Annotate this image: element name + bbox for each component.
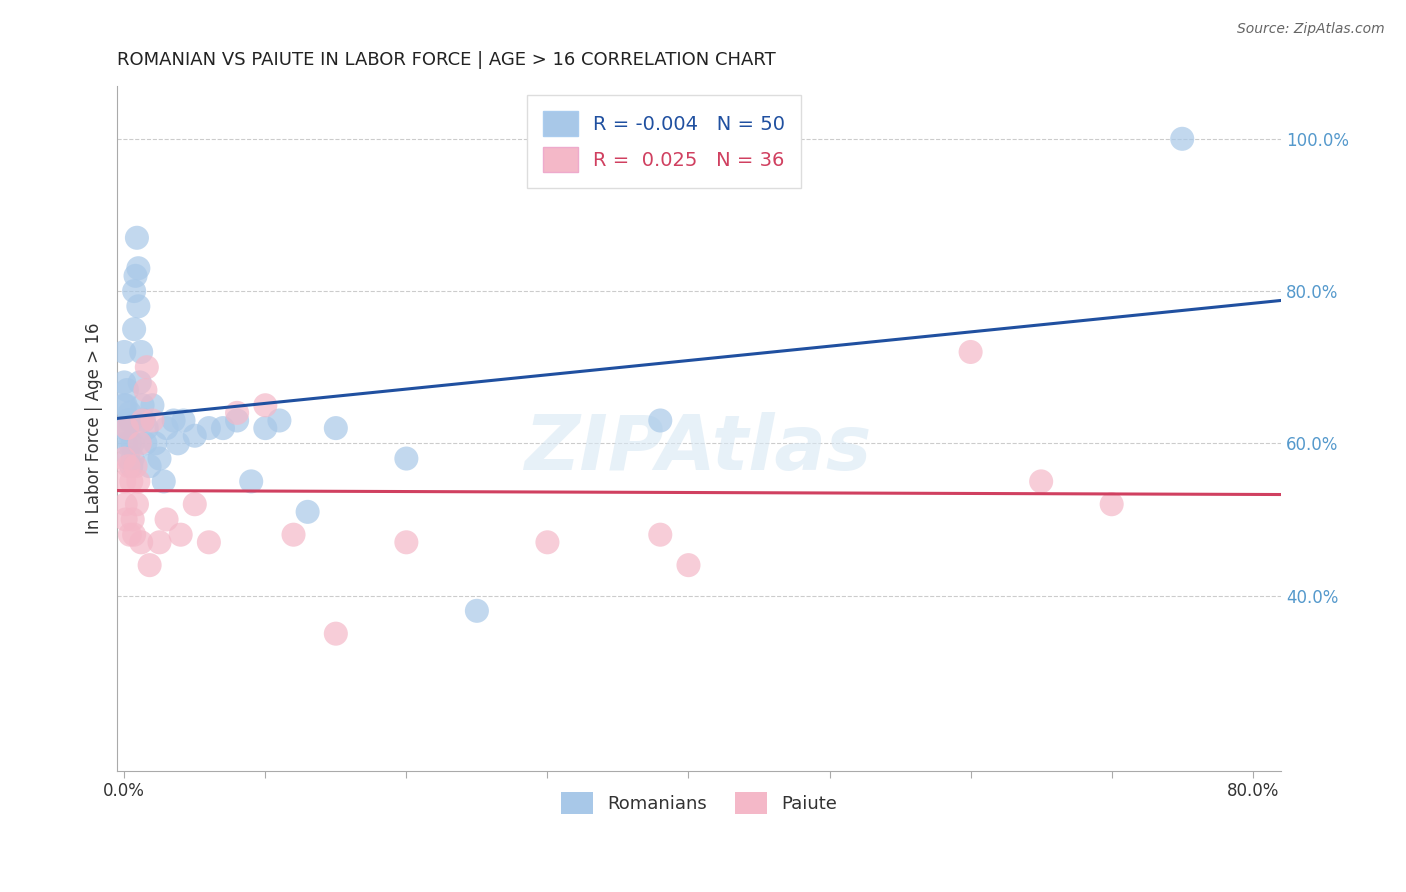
Point — [138, 558, 160, 573]
Point — [120, 413, 142, 427]
Point — [141, 413, 163, 427]
Point — [120, 459, 142, 474]
Point — [212, 421, 235, 435]
Point — [135, 360, 157, 375]
Point — [395, 451, 418, 466]
Point — [198, 421, 221, 435]
Point — [283, 527, 305, 541]
Point — [117, 451, 139, 466]
Point — [114, 398, 136, 412]
Point — [118, 436, 141, 450]
Point — [226, 413, 249, 427]
Point — [297, 505, 319, 519]
Point — [650, 527, 672, 541]
Text: ROMANIAN VS PAIUTE IN LABOR FORCE | AGE > 16 CORRELATION CHART: ROMANIAN VS PAIUTE IN LABOR FORCE | AGE … — [117, 51, 776, 69]
Point — [121, 451, 143, 466]
Point — [325, 421, 347, 435]
Point — [128, 376, 150, 390]
Point — [131, 413, 153, 427]
Point — [112, 475, 135, 489]
Y-axis label: In Labor Force | Age > 16: In Labor Force | Age > 16 — [86, 322, 103, 533]
Point — [141, 398, 163, 412]
Point — [112, 421, 135, 435]
Point — [112, 345, 135, 359]
Point — [122, 284, 145, 298]
Point — [1031, 475, 1053, 489]
Point — [125, 231, 148, 245]
Point — [129, 535, 152, 549]
Point — [114, 497, 136, 511]
Point — [115, 383, 138, 397]
Point — [959, 345, 981, 359]
Point — [114, 512, 136, 526]
Point — [112, 451, 135, 466]
Point — [115, 421, 138, 435]
Point — [152, 475, 174, 489]
Point — [166, 436, 188, 450]
Point — [128, 436, 150, 450]
Point — [184, 428, 207, 442]
Text: ZIPAtlas: ZIPAtlas — [526, 412, 873, 485]
Point — [169, 527, 191, 541]
Point — [127, 299, 149, 313]
Point — [118, 406, 141, 420]
Point — [240, 475, 263, 489]
Point — [127, 261, 149, 276]
Point — [134, 383, 156, 397]
Point — [148, 535, 170, 549]
Point — [650, 413, 672, 427]
Text: Source: ZipAtlas.com: Source: ZipAtlas.com — [1237, 22, 1385, 37]
Point — [132, 413, 155, 427]
Point — [269, 413, 291, 427]
Point — [173, 413, 195, 427]
Point — [121, 512, 143, 526]
Point — [135, 421, 157, 435]
Point — [125, 497, 148, 511]
Legend: Romanians, Paiute: Romanians, Paiute — [551, 783, 846, 823]
Point — [536, 535, 558, 549]
Point — [120, 475, 142, 489]
Point — [678, 558, 700, 573]
Point — [198, 535, 221, 549]
Point — [121, 436, 143, 450]
Point — [112, 376, 135, 390]
Point — [148, 451, 170, 466]
Point — [465, 604, 488, 618]
Point — [124, 459, 146, 474]
Point — [254, 421, 277, 435]
Point — [155, 512, 177, 526]
Point — [155, 421, 177, 435]
Point — [112, 398, 135, 412]
Point — [117, 459, 139, 474]
Point — [114, 436, 136, 450]
Point — [124, 268, 146, 283]
Point — [127, 475, 149, 489]
Point — [1101, 497, 1123, 511]
Point — [129, 345, 152, 359]
Point — [115, 421, 138, 435]
Point — [117, 413, 139, 427]
Point — [122, 527, 145, 541]
Point — [184, 497, 207, 511]
Point — [131, 398, 153, 412]
Point — [134, 436, 156, 450]
Point — [138, 459, 160, 474]
Point — [395, 535, 418, 549]
Point — [162, 413, 184, 427]
Point — [143, 436, 166, 450]
Point — [1171, 132, 1194, 146]
Point — [122, 322, 145, 336]
Point — [226, 406, 249, 420]
Point — [118, 527, 141, 541]
Point — [254, 398, 277, 412]
Point — [325, 626, 347, 640]
